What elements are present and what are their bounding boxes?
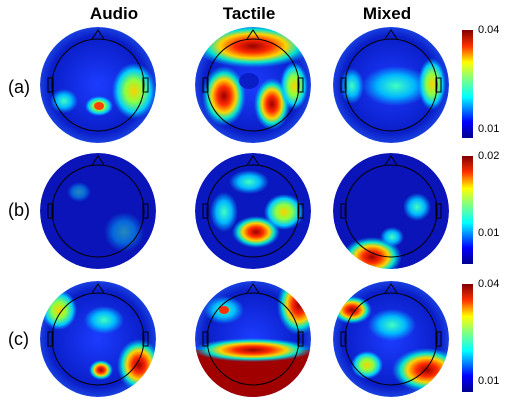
topomap-a-mixed bbox=[333, 27, 449, 143]
topomap-a-tactile bbox=[195, 27, 311, 143]
colorbar-b bbox=[462, 156, 473, 264]
row-label-b: (b) bbox=[8, 200, 30, 220]
row-label-c: (c) bbox=[8, 329, 29, 349]
colorbar-c-max-label: 0.04 bbox=[478, 278, 500, 290]
topomap-c-tactile bbox=[195, 281, 311, 397]
colorbar-a-max-label: 0.04 bbox=[478, 24, 500, 36]
topomap-c-audio bbox=[40, 281, 156, 397]
topomap-b-mixed bbox=[333, 153, 449, 269]
topomap-b-tactile bbox=[195, 153, 311, 269]
colorbar-b-min-label: 0.01 bbox=[478, 227, 500, 239]
colorbar-a bbox=[462, 30, 473, 138]
topomap-b-audio bbox=[40, 153, 156, 269]
column-title-tactile: Tactile bbox=[222, 4, 276, 23]
row-label-a: (a) bbox=[8, 77, 30, 97]
topomap-c-mixed bbox=[333, 281, 449, 397]
colorbar-b-max-label: 0.02 bbox=[478, 150, 500, 162]
column-title-audio: Audio bbox=[89, 4, 139, 23]
column-title-mixed: Mixed bbox=[362, 4, 412, 23]
colorbar-a-min-label: 0.01 bbox=[478, 123, 500, 135]
topomap-a-audio bbox=[40, 27, 156, 143]
colorbar-c bbox=[462, 284, 473, 392]
colorbar-c-min-label: 0.01 bbox=[478, 375, 500, 387]
